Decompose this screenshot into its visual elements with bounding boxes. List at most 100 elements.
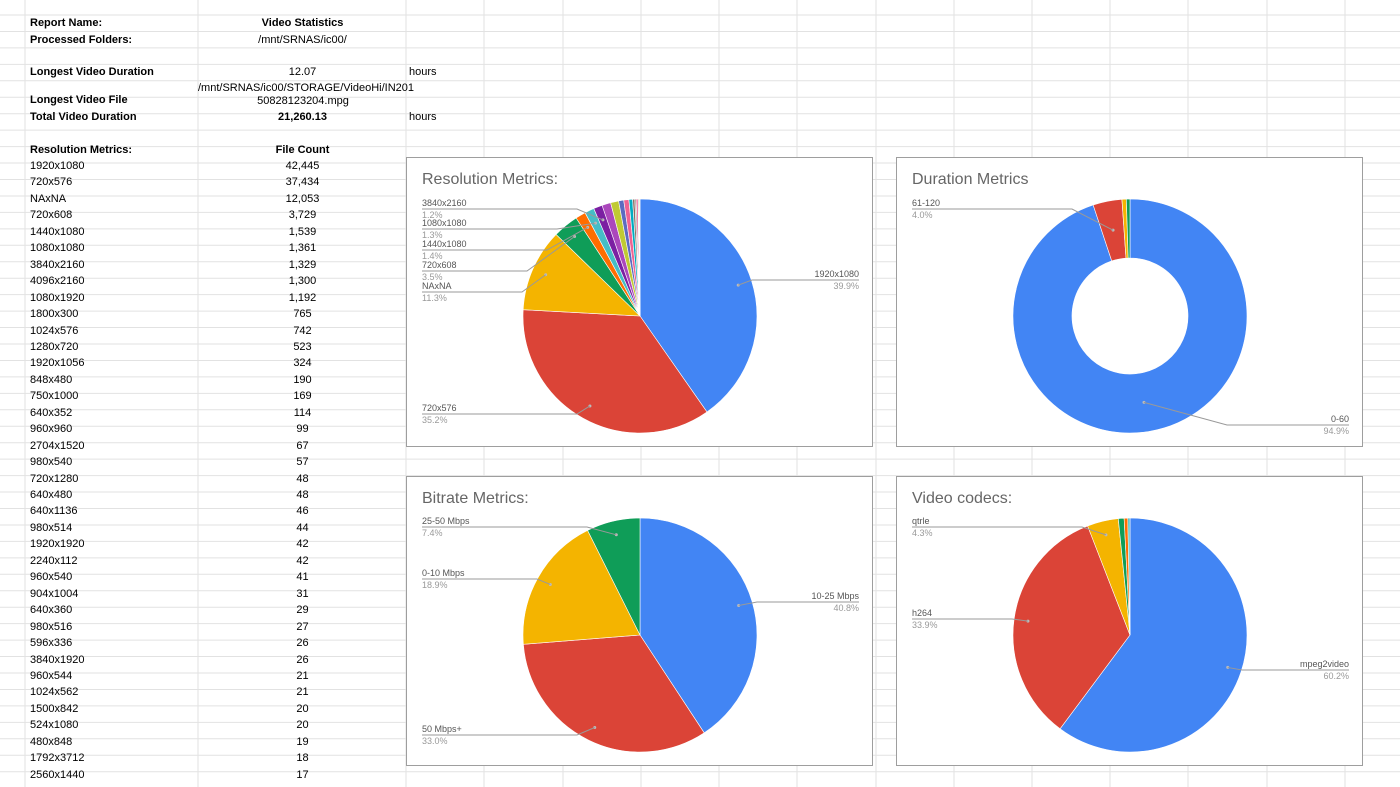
resolution-row-label[interactable]: 720x576 [30, 176, 73, 189]
resolution-row-count[interactable]: 1,192 [288, 291, 317, 304]
resolution-row-label[interactable]: 640x1136 [30, 505, 78, 518]
resolution-row-count[interactable]: 31 [296, 587, 309, 600]
resolution-chart[interactable]: Resolution Metrics: 1920x1080 39.9% 720x57… [406, 157, 873, 447]
resolution-row-count[interactable]: 742 [293, 324, 312, 337]
pie-slice-720x576[interactable] [522, 309, 708, 434]
resolution-row-label[interactable]: 1024x562 [30, 686, 79, 699]
resolution-row-count[interactable]: 48 [296, 489, 309, 501]
resolution-row-count[interactable]: 26 [296, 653, 309, 666]
longest-duration-unit[interactable]: hours [409, 66, 437, 78]
report-name-value[interactable]: Video Statistics [261, 17, 344, 29]
resolution-row-label[interactable]: 1500x842 [30, 702, 79, 715]
processed-folders-value[interactable]: /mnt/SRNAS/ic00/ [258, 34, 347, 46]
pie-slice-other3[interactable] [1127, 517, 1131, 636]
resolution-row-count[interactable]: 48 [296, 472, 309, 485]
resolution-row-count[interactable]: 190 [293, 373, 312, 386]
resolution-row-label[interactable]: 1440x1080 [30, 225, 85, 238]
resolution-row-count[interactable]: 1,361 [288, 242, 317, 255]
pie-slice-0-60[interactable] [1012, 198, 1248, 434]
resolution-row-count[interactable]: 3,729 [288, 209, 317, 222]
resolution-row-label[interactable]: NAxNA [30, 192, 67, 205]
slice-label: 10-25 Mbps [811, 591, 859, 601]
resolution-row-count[interactable]: 67 [296, 439, 309, 452]
resolution-row-label[interactable]: 596x336 [30, 637, 73, 650]
resolution-row-count[interactable]: 27 [296, 620, 309, 633]
resolution-row-label[interactable]: 848x480 [30, 373, 73, 386]
bitrate-chart[interactable]: Bitrate Metrics: 10-25 Mbps 40.8% 50 Mbps+… [406, 476, 873, 766]
pie-slice-2704x1520[interactable] [638, 198, 641, 317]
resolution-row-label[interactable]: 720x1280 [30, 472, 79, 485]
resolution-row-count[interactable]: 37,434 [285, 176, 320, 189]
resolution-row-label[interactable]: 960x540 [30, 571, 73, 584]
resolution-row-label[interactable]: 524x1080 [30, 719, 79, 732]
resolution-row-label[interactable]: 1080x1920 [30, 291, 85, 304]
resolution-row-count[interactable]: 18 [296, 752, 309, 765]
pie-slice-0-10-mbps[interactable] [522, 529, 641, 645]
resolution-row-label[interactable]: 904x1004 [30, 587, 79, 600]
duration-chart[interactable]: Duration Metrics 0-60 94.9% 61-120 4.0% [896, 157, 1363, 447]
resolution-row-label[interactable]: 720x608 [30, 209, 73, 222]
pie-slice-181-[interactable] [1126, 198, 1131, 259]
resolution-row-label[interactable]: 2704x1520 [30, 439, 85, 452]
resolution-row-count[interactable]: 1,329 [288, 258, 317, 271]
resolution-row-label[interactable]: 1280x720 [30, 340, 79, 353]
pie-slice-mpeg2video[interactable] [1059, 517, 1248, 753]
resolution-row-label[interactable]: 640x480 [30, 489, 73, 501]
resolution-row-label[interactable]: 3840x1920 [30, 653, 85, 666]
resolution-row-label[interactable]: 1920x1056 [30, 357, 85, 370]
resolution-row-count[interactable]: 26 [296, 637, 309, 650]
resolution-row-count[interactable]: 41 [296, 571, 309, 584]
resolution-row-label[interactable]: 640x352 [30, 406, 73, 419]
resolution-row-count[interactable]: 324 [293, 357, 312, 370]
pie-slice-25-50-mbps[interactable] [587, 517, 641, 636]
pie-slice-50-mbps-[interactable] [523, 634, 705, 753]
resolution-row-count[interactable]: 19 [296, 735, 309, 748]
resolution-row-label[interactable]: 980x514 [30, 521, 73, 534]
resolution-row-label[interactable]: 1920x1920 [30, 538, 85, 551]
resolution-row-label[interactable]: 1920x1080 [30, 160, 85, 172]
resolution-row-label[interactable]: 980x540 [30, 456, 73, 469]
resolution-row-count[interactable]: 21 [296, 686, 309, 699]
resolution-row-count[interactable]: 29 [296, 604, 309, 617]
resolution-row-label[interactable]: 960x544 [30, 669, 73, 682]
resolution-row-label[interactable]: 960x960 [30, 423, 73, 436]
resolution-row-count[interactable]: 44 [296, 521, 309, 534]
resolution-row-count[interactable]: 17 [296, 768, 309, 781]
resolution-row-count[interactable]: 20 [296, 702, 309, 715]
resolution-row-label[interactable]: 2560x1440 [30, 768, 85, 781]
resolution-row-label[interactable]: 2240x112 [30, 554, 78, 567]
resolution-row-count[interactable]: 765 [293, 308, 312, 321]
resolution-row-count[interactable]: 42,445 [285, 160, 320, 172]
resolution-row-label[interactable]: 4096x2160 [30, 275, 85, 288]
longest-duration-value[interactable]: 12.07 [288, 66, 317, 78]
longest-file-value-line2[interactable]: 50828123204.mpg [257, 95, 349, 107]
resolution-row-label[interactable]: 1792x3712 [30, 752, 85, 765]
pie-slice-1920x1080[interactable] [639, 198, 758, 413]
resolution-row-count[interactable]: 523 [293, 340, 312, 353]
resolution-row-count[interactable]: 21 [296, 669, 309, 682]
resolution-row-count[interactable]: 20 [296, 719, 309, 732]
resolution-row-label[interactable]: 980x516 [30, 620, 73, 633]
resolution-row-label[interactable]: 1080x1080 [30, 242, 85, 255]
resolution-row-count[interactable]: 1,300 [288, 275, 317, 288]
codec-chart[interactable]: Video codecs: mpeg2video 60.2% h264 33.9% qt… [896, 476, 1363, 766]
resolution-row-label[interactable]: 1024x576 [30, 324, 79, 337]
resolution-row-count[interactable]: 42 [296, 538, 309, 551]
longest-file-value-line1[interactable]: /mnt/SRNAS/ic00/STORAGE/VideoHi/IN201 [198, 82, 415, 94]
resolution-row-label[interactable]: 640x360 [30, 604, 73, 617]
pie-slice-naxna[interactable] [522, 234, 641, 317]
resolution-row-label[interactable]: 3840x2160 [30, 258, 85, 271]
resolution-row-count[interactable]: 1,539 [288, 225, 317, 238]
resolution-row-label[interactable]: 1800x300 [30, 308, 79, 321]
resolution-row-label[interactable]: 750x1000 [30, 390, 79, 403]
total-duration-unit[interactable]: hours [409, 111, 437, 123]
resolution-row-count[interactable]: 114 [293, 406, 312, 419]
resolution-row-count[interactable]: 57 [296, 456, 309, 469]
total-duration-value[interactable]: 21,260.13 [278, 111, 327, 123]
resolution-row-count[interactable]: 46 [296, 505, 309, 518]
resolution-row-count[interactable]: 12,053 [285, 192, 320, 205]
resolution-row-count[interactable]: 42 [296, 554, 309, 567]
resolution-row-count[interactable]: 169 [293, 390, 312, 403]
resolution-row-label[interactable]: 480x848 [30, 735, 73, 748]
resolution-row-count[interactable]: 99 [296, 423, 309, 436]
